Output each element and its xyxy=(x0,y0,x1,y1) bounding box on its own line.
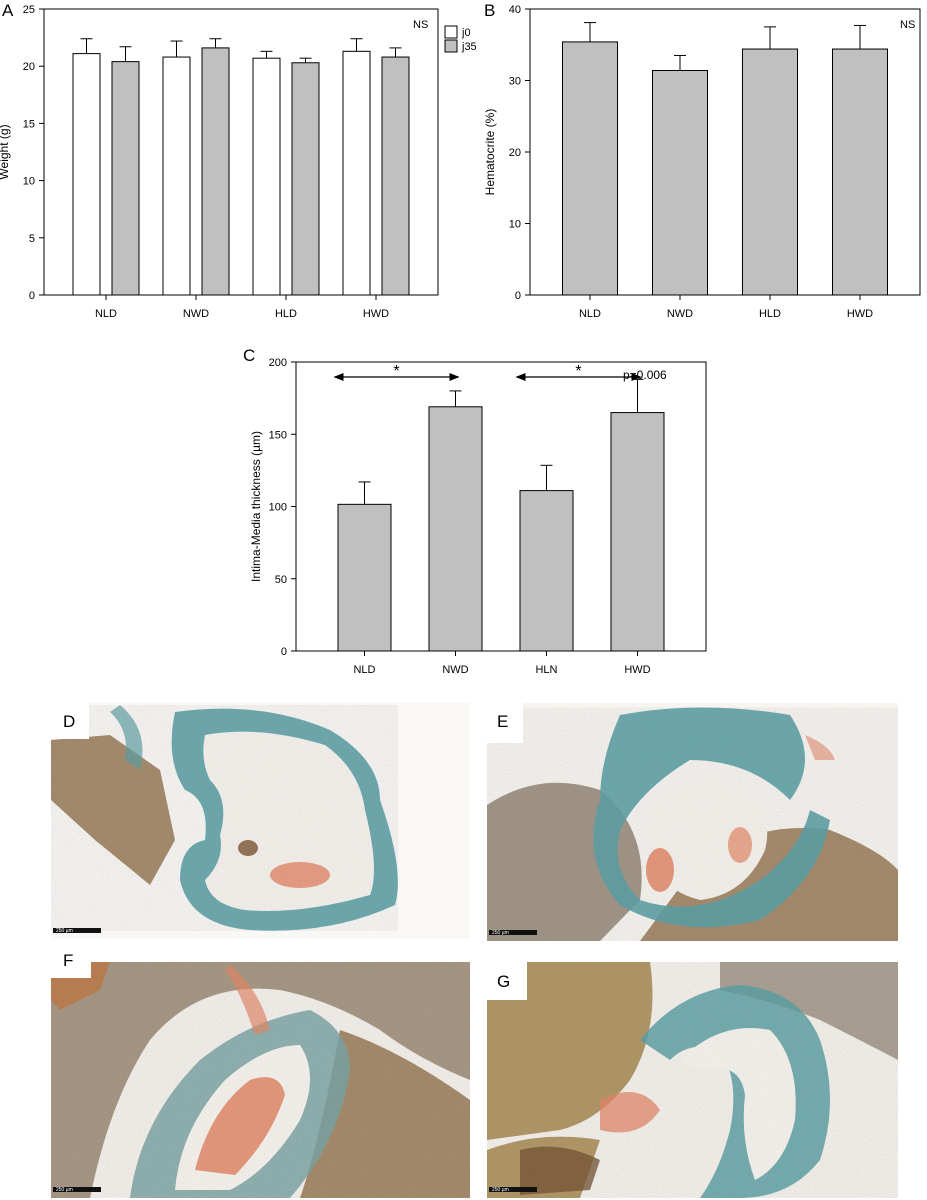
chart-a-y-tick-label: 15 xyxy=(23,118,35,130)
chart-b-ns-label: NS xyxy=(900,19,915,31)
panel-letter-a: A xyxy=(2,1,14,20)
chart-a-weight: 0 5 10 15 20 25 Weight (g) NLD NWD HLD HWD j0 j35 xyxy=(0,4,477,320)
chart-a-bar xyxy=(72,53,101,296)
chart-c-intima-media: 0 50 100 150 200 Intima-Media thickness (µm) N… xyxy=(249,357,707,676)
micrograph-g: 250 µm G xyxy=(487,962,898,1198)
chart-a-y-tick-label: 25 xyxy=(23,4,35,16)
micrograph-e: 250 µm E xyxy=(487,703,898,941)
chart-a-legend-label: j35 xyxy=(461,41,477,53)
chart-a-x-tick-label: NLD xyxy=(95,308,117,320)
chart-c-x-tick-label: HWD xyxy=(624,664,650,676)
chart-c-y-tick-label: 100 xyxy=(269,502,287,514)
scale-bar-label-f: 250 µm xyxy=(56,1187,73,1193)
chart-c-y-tick-label: 150 xyxy=(269,429,287,441)
chart-c-bar xyxy=(428,406,483,652)
micrograph-f: 250 µm F xyxy=(51,942,470,1198)
chart-b-y-tick-label: 0 xyxy=(515,290,521,302)
chart-c-y-tick-label: 200 xyxy=(269,357,287,369)
chart-a-bar xyxy=(291,62,320,296)
chart-b-x-tick-label: HWD xyxy=(847,308,873,320)
chart-a-y-tick-label: 20 xyxy=(23,61,35,73)
chart-b-y-tick-label: 40 xyxy=(509,4,521,16)
chart-a-x-tick-label: HLD xyxy=(275,308,297,320)
chart-b-bar xyxy=(562,41,618,296)
chart-b-y-tick-label: 20 xyxy=(509,147,521,159)
chart-a-bar xyxy=(162,56,191,296)
chart-a-y-tick-label: 0 xyxy=(29,290,35,302)
chart-c-x-tick-label: HLN xyxy=(535,664,557,676)
chart-b-y-tick-label: 30 xyxy=(509,76,521,88)
chart-c-y-axis-label: Intima-Media thickness (µm) xyxy=(249,431,263,582)
chart-a-y-axis-label: Weight (g) xyxy=(0,124,11,179)
chart-c-y-tick-label: 0 xyxy=(281,646,287,658)
chart-b-bar xyxy=(652,69,708,296)
chart-b-bar xyxy=(832,48,888,296)
chart-a-legend-swatch xyxy=(444,25,458,39)
chart-a-bar xyxy=(201,47,230,296)
chart-c-bar xyxy=(610,412,665,652)
chart-b-x-tick-label: NWD xyxy=(667,308,693,320)
chart-c-y-tick-label: 50 xyxy=(275,574,287,586)
scale-bar-label-e: 250 µm xyxy=(492,930,509,936)
chart-a-x-tick-label: HWD xyxy=(363,308,389,320)
scale-bar-label-g: 250 µm xyxy=(492,1187,509,1193)
chart-a-ns-label: NS xyxy=(413,19,428,31)
chart-a-y-tick-label: 5 xyxy=(29,233,35,245)
chart-a-frame xyxy=(43,8,439,296)
chart-c-bar xyxy=(519,490,574,652)
chart-c-p-value: p=0.006 xyxy=(623,368,667,382)
chart-b-hematocrite: 0 10 20 30 40 Hematocrite (%) NLD NWD HLD HWD xyxy=(483,4,921,320)
chart-c-significance-star: * xyxy=(393,363,399,380)
micrograph-d: 250 µm D xyxy=(51,703,470,939)
chart-c-x-tick-label: NLD xyxy=(353,664,375,676)
chart-a-bar xyxy=(252,57,281,296)
panel-letter-f: F xyxy=(63,951,73,970)
chart-c-x-tick-label: NWD xyxy=(442,664,468,676)
chart-b-x-tick-label: NLD xyxy=(579,308,601,320)
chart-a-bar xyxy=(381,56,410,296)
chart-a-x-tick-label: NWD xyxy=(183,308,209,320)
panel-letter-e: E xyxy=(497,712,508,731)
chart-c-bar xyxy=(337,503,392,652)
panel-letter-c: C xyxy=(243,346,255,365)
panel-letter-b: B xyxy=(484,1,495,20)
scale-bar-label-d: 250 µm xyxy=(56,928,73,934)
chart-c-significance-star: * xyxy=(575,363,581,380)
chart-b-bar xyxy=(742,48,798,296)
chart-b-x-tick-label: HLD xyxy=(759,308,781,320)
chart-a-legend-swatch xyxy=(444,39,458,53)
chart-a-y-tick-label: 10 xyxy=(23,176,35,188)
chart-b-y-axis-label: Hematocrite (%) xyxy=(483,109,497,196)
panel-letter-d: D xyxy=(63,712,75,731)
chart-a-bar xyxy=(111,61,140,296)
chart-a-bar xyxy=(342,50,371,296)
chart-a-legend-label: j0 xyxy=(461,27,471,39)
panel-letter-g: G xyxy=(497,972,510,991)
chart-b-y-tick-label: 10 xyxy=(509,219,521,231)
